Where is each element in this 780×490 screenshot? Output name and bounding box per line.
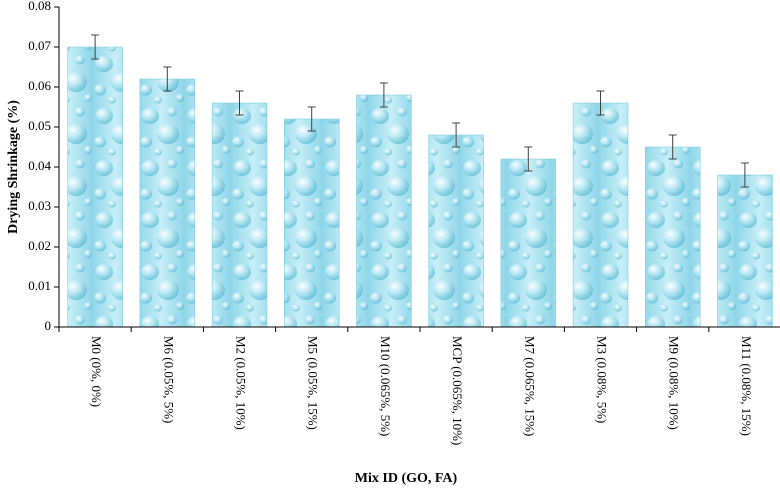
y-tick-label: 0 — [45, 318, 52, 333]
y-tick-label: 0.08 — [28, 0, 51, 13]
y-tick-label: 0.01 — [28, 278, 51, 293]
y-axis-title: Drying Shrinkage (%) — [6, 100, 21, 234]
y-tick-label: 0.04 — [28, 158, 51, 173]
bar-6 — [428, 134, 484, 328]
x-category-label: M11 (0.08%, 15%) — [739, 336, 754, 436]
plot-area: 0 0.01 0.02 0.03 0.04 0.05 0.06 0.07 0.08 M0 (0%,… — [28, 0, 780, 445]
bar-9 — [644, 146, 701, 328]
bar-8 — [572, 102, 629, 328]
bar-2 — [139, 78, 196, 328]
y-tick-label: 0.07 — [28, 38, 51, 53]
y-tick-label: 0.05 — [28, 118, 51, 133]
bar-4 — [283, 118, 340, 328]
x-category-label: M9 (0.08%, 10%) — [667, 336, 682, 430]
bar-3 — [211, 102, 268, 328]
x-category-label: M5 (0.05%, 15%) — [306, 336, 321, 430]
bar-5 — [356, 94, 412, 328]
x-category-label: M2 (0.05%, 10%) — [234, 336, 249, 430]
x-axis-title: Mix ID (GO, FA) — [355, 471, 458, 486]
x-category-label: M7 (0.065%, 15%) — [522, 336, 537, 436]
x-category-label: M3 (0.08%, 5%) — [595, 336, 610, 423]
y-tick-label: 0.03 — [28, 198, 51, 213]
bar-7 — [500, 158, 557, 328]
y-tick-label: 0.06 — [28, 78, 51, 93]
x-category-label: M0 (0%, 0%) — [89, 336, 104, 407]
x-category-label: M10 (0.065%, 5%) — [378, 336, 393, 436]
bar-1 — [67, 46, 123, 328]
bar-10 — [717, 174, 773, 328]
y-tick-label: 0.02 — [28, 238, 51, 253]
x-category-label: M6 (0.05%, 5%) — [161, 336, 176, 423]
x-category-label: MCP (0.065%, 10%) — [450, 336, 465, 445]
